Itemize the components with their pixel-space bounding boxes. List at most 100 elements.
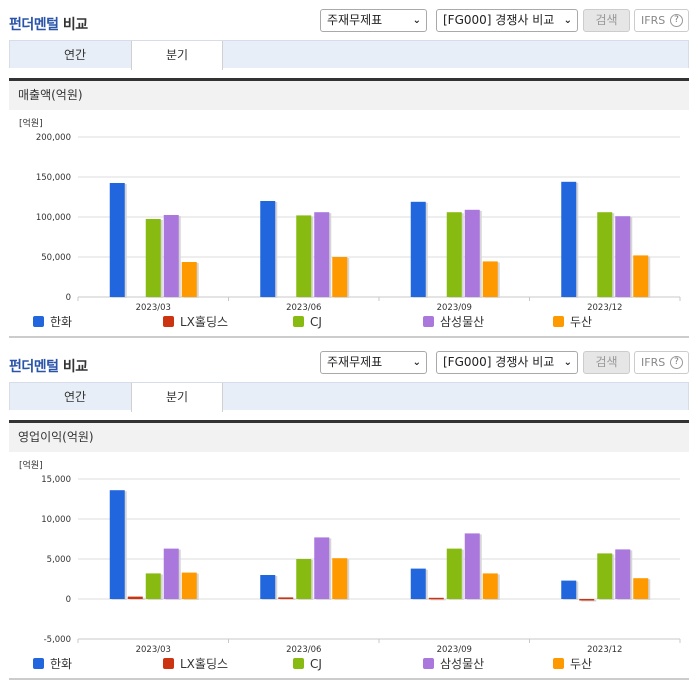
legend-swatch xyxy=(423,316,434,327)
legend-swatch xyxy=(163,658,174,669)
legend-label[interactable]: 두산 xyxy=(570,657,592,671)
x-tick-label: 2023/06 xyxy=(286,645,321,655)
y-tick-label: 0 xyxy=(66,293,71,303)
legend-swatch xyxy=(293,316,304,327)
bar[interactable] xyxy=(314,212,330,297)
bar[interactable] xyxy=(446,548,462,599)
bar[interactable] xyxy=(561,580,577,599)
chevron-down-icon: ⌄ xyxy=(412,357,421,368)
bar[interactable] xyxy=(615,216,631,297)
x-tick-label: 2023/06 xyxy=(286,303,321,313)
legend-label[interactable]: CJ xyxy=(310,657,322,671)
panel-title: 펀더멘털 비교 xyxy=(9,359,88,375)
x-tick-label: 2023/12 xyxy=(587,303,622,313)
period-tabs: 연간 분기 xyxy=(9,40,689,70)
help-icon[interactable]: ? xyxy=(670,14,683,27)
revenue-chart: [억원] 0 50,000 100,000 150,000 200,000 2023/03 2… xyxy=(9,110,689,338)
bar[interactable] xyxy=(163,548,179,599)
y-tick-label: 50,000 xyxy=(41,253,71,263)
fundamental-panel-revenue: 펀더멘털 비교 주재무제표 ⌄ [FG000] 경쟁사 비교 ⌄ 검색 IFRS? … xyxy=(0,0,696,338)
legend-label[interactable]: LX홀딩스 xyxy=(180,315,228,329)
period-tabs: 연간 분기 xyxy=(9,382,689,412)
ifrs-button[interactable]: IFRS? xyxy=(634,9,689,32)
search-button[interactable]: 검색 xyxy=(583,351,630,374)
legend-label[interactable]: 한화 xyxy=(50,315,72,329)
legend-swatch xyxy=(33,316,44,327)
bar[interactable] xyxy=(278,597,294,599)
legend-swatch xyxy=(553,316,564,327)
panel-header: 펀더멘털 비교 주재무제표 ⌄ [FG000] 경쟁사 비교 ⌄ 검색 IFRS? xyxy=(0,0,696,40)
y-tick-label: 5,000 xyxy=(47,555,71,565)
bar[interactable] xyxy=(633,578,649,599)
legend-swatch xyxy=(163,316,174,327)
bar[interactable] xyxy=(579,599,595,601)
bar[interactable] xyxy=(296,559,312,599)
bar[interactable] xyxy=(464,533,480,599)
y-tick-label: 200,000 xyxy=(36,133,71,143)
bar[interactable] xyxy=(163,215,179,297)
bar[interactable] xyxy=(127,596,143,599)
x-tick-label: 2023/09 xyxy=(437,645,472,655)
revenue-bar-chart: [억원] 0 50,000 100,000 150,000 200,000 2023/03 2… xyxy=(19,117,681,329)
bar[interactable] xyxy=(296,215,312,297)
bar[interactable] xyxy=(109,183,125,297)
y-unit-label: [억원] xyxy=(19,459,43,471)
search-button[interactable]: 검색 xyxy=(583,9,630,32)
legend-label[interactable]: 한화 xyxy=(50,657,72,671)
bar[interactable] xyxy=(109,490,125,599)
y-tick-label: -5,000 xyxy=(44,635,71,645)
legend-swatch xyxy=(553,658,564,669)
legend-swatch xyxy=(33,658,44,669)
fundamental-panel-operating-profit: 펀더멘털 비교 주재무제표 ⌄ [FG000] 경쟁사 비교 ⌄ 검색 IFRS? … xyxy=(0,342,696,684)
bar[interactable] xyxy=(410,568,426,599)
legend-label[interactable]: 삼성물산 xyxy=(440,315,484,329)
bar[interactable] xyxy=(181,572,197,599)
operating-profit-bar-chart: [억원] -5,000 0 5,000 10,000 15,000 2023/03 2023/… xyxy=(19,459,681,671)
ifrs-button[interactable]: IFRS? xyxy=(634,351,689,374)
tab-quarterly[interactable]: 분기 xyxy=(131,383,223,412)
bar[interactable] xyxy=(446,212,462,297)
bar[interactable] xyxy=(428,597,444,600)
legend-label[interactable]: 두산 xyxy=(570,315,592,329)
bar[interactable] xyxy=(332,257,348,297)
bar[interactable] xyxy=(410,201,426,297)
tab-annual[interactable]: 연간 xyxy=(63,390,87,404)
bar-shadow xyxy=(430,598,446,601)
statement-select[interactable]: 주재무제표 ⌄ xyxy=(320,9,427,32)
bar[interactable] xyxy=(145,573,161,599)
bar[interactable] xyxy=(260,201,276,297)
bar[interactable] xyxy=(597,212,613,297)
bar[interactable] xyxy=(615,549,631,599)
panel-title: 펀더멘털 비교 xyxy=(9,17,88,33)
bar[interactable] xyxy=(260,575,276,599)
legend-label[interactable]: CJ xyxy=(310,315,322,329)
statement-select[interactable]: 주재무제표 ⌄ xyxy=(320,351,427,374)
legend-label[interactable]: 삼성물산 xyxy=(440,657,484,671)
section-title: 영업이익(억원) xyxy=(9,420,689,452)
chevron-down-icon: ⌄ xyxy=(563,15,572,26)
compare-select[interactable]: [FG000] 경쟁사 비교 ⌄ xyxy=(436,9,578,32)
bar[interactable] xyxy=(633,255,649,297)
bar[interactable] xyxy=(145,219,161,297)
x-tick-label: 2023/12 xyxy=(587,645,622,655)
bar[interactable] xyxy=(314,537,330,599)
bar[interactable] xyxy=(181,262,197,297)
tab-annual[interactable]: 연간 xyxy=(63,48,87,62)
bar[interactable] xyxy=(561,181,577,297)
y-tick-label: 150,000 xyxy=(36,173,71,183)
x-tick-label: 2023/09 xyxy=(437,303,472,313)
help-icon[interactable]: ? xyxy=(670,356,683,369)
bar-shadow xyxy=(581,600,597,602)
x-tick-label: 2023/03 xyxy=(136,645,171,655)
chevron-down-icon: ⌄ xyxy=(563,357,572,368)
bar[interactable] xyxy=(482,573,498,599)
bar[interactable] xyxy=(464,209,480,297)
bar[interactable] xyxy=(482,261,498,297)
tab-quarterly[interactable]: 분기 xyxy=(131,41,223,70)
bar[interactable] xyxy=(332,558,348,599)
legend-swatch xyxy=(293,658,304,669)
y-tick-label: 10,000 xyxy=(41,515,71,525)
bar[interactable] xyxy=(597,553,613,599)
compare-select[interactable]: [FG000] 경쟁사 비교 ⌄ xyxy=(436,351,578,374)
legend-label[interactable]: LX홀딩스 xyxy=(180,657,228,671)
